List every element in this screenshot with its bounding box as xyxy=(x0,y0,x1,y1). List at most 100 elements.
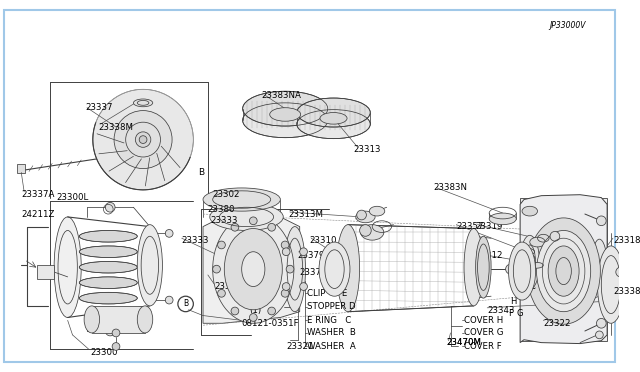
Text: 23302: 23302 xyxy=(212,190,240,199)
Text: (1): (1) xyxy=(250,306,262,315)
Ellipse shape xyxy=(489,213,516,225)
Ellipse shape xyxy=(337,225,360,312)
Ellipse shape xyxy=(297,110,371,139)
Circle shape xyxy=(281,241,289,249)
Ellipse shape xyxy=(515,254,534,262)
Ellipse shape xyxy=(284,227,305,312)
Text: 23333: 23333 xyxy=(182,235,209,245)
Text: 23310: 23310 xyxy=(309,235,337,245)
Ellipse shape xyxy=(527,218,600,324)
Circle shape xyxy=(231,307,239,315)
Text: 23337: 23337 xyxy=(85,103,113,112)
Ellipse shape xyxy=(242,252,265,286)
Circle shape xyxy=(282,283,290,291)
Text: COVER G: COVER G xyxy=(464,328,504,337)
Text: F: F xyxy=(509,309,513,318)
Ellipse shape xyxy=(360,225,384,240)
Text: E: E xyxy=(540,249,545,258)
Text: 23333: 23333 xyxy=(211,216,238,225)
Ellipse shape xyxy=(319,242,350,296)
Text: 23470M: 23470M xyxy=(447,338,482,347)
Text: 23312: 23312 xyxy=(476,251,503,260)
Ellipse shape xyxy=(530,237,545,247)
Text: 23380: 23380 xyxy=(208,205,236,214)
Text: JP33000V: JP33000V xyxy=(549,21,586,30)
Text: CLIP      E: CLIP E xyxy=(307,289,348,298)
Text: B: B xyxy=(198,168,204,177)
Circle shape xyxy=(112,343,120,350)
Text: 24211Z: 24211Z xyxy=(21,209,54,218)
Circle shape xyxy=(596,216,606,226)
Ellipse shape xyxy=(79,246,137,257)
Text: 23338: 23338 xyxy=(613,287,640,296)
Circle shape xyxy=(218,241,225,249)
Circle shape xyxy=(218,289,225,297)
Ellipse shape xyxy=(536,231,591,312)
Text: WASHER  B: WASHER B xyxy=(307,328,356,337)
Ellipse shape xyxy=(297,98,371,127)
Text: WASHER  A: WASHER A xyxy=(307,342,356,351)
Ellipse shape xyxy=(79,292,137,304)
Circle shape xyxy=(300,248,307,256)
Ellipse shape xyxy=(464,228,483,306)
Ellipse shape xyxy=(522,206,538,216)
Text: 23313M: 23313M xyxy=(288,209,323,218)
Circle shape xyxy=(231,224,239,231)
Text: G: G xyxy=(516,309,523,318)
Circle shape xyxy=(250,314,257,321)
Text: 23319: 23319 xyxy=(476,222,503,231)
Ellipse shape xyxy=(79,277,137,288)
Circle shape xyxy=(356,210,366,220)
Ellipse shape xyxy=(137,225,163,306)
Ellipse shape xyxy=(356,211,375,223)
Circle shape xyxy=(268,307,276,315)
Ellipse shape xyxy=(114,110,172,169)
Ellipse shape xyxy=(509,242,536,300)
Text: B: B xyxy=(183,299,188,308)
Text: 23383N: 23383N xyxy=(433,183,467,192)
Ellipse shape xyxy=(93,89,193,190)
Ellipse shape xyxy=(320,112,347,124)
Text: D: D xyxy=(547,261,554,270)
Text: C: C xyxy=(530,282,536,291)
Circle shape xyxy=(550,231,560,241)
Circle shape xyxy=(595,331,604,339)
Text: 23321: 23321 xyxy=(286,342,314,351)
Ellipse shape xyxy=(79,262,137,273)
Ellipse shape xyxy=(591,239,607,291)
Text: H: H xyxy=(511,296,517,305)
Text: 23337A: 23337A xyxy=(21,190,54,199)
Circle shape xyxy=(268,224,276,231)
Polygon shape xyxy=(203,217,300,323)
Text: 23383NA: 23383NA xyxy=(261,91,301,100)
Text: COVER F: COVER F xyxy=(464,342,502,351)
Bar xyxy=(17,164,25,173)
Circle shape xyxy=(140,136,147,144)
Circle shape xyxy=(506,264,515,274)
Text: COVER H: COVER H xyxy=(464,316,503,325)
Text: 23470M: 23470M xyxy=(447,338,482,347)
Ellipse shape xyxy=(520,235,540,289)
Text: 23313: 23313 xyxy=(353,145,380,154)
Text: 23322: 23322 xyxy=(543,319,571,328)
Ellipse shape xyxy=(476,236,491,298)
Text: 23378: 23378 xyxy=(300,267,327,276)
Ellipse shape xyxy=(203,188,280,211)
Circle shape xyxy=(596,318,606,328)
Text: 23318: 23318 xyxy=(613,235,640,245)
Ellipse shape xyxy=(79,231,137,242)
Circle shape xyxy=(165,230,173,237)
Ellipse shape xyxy=(598,246,625,323)
Circle shape xyxy=(212,265,220,273)
Ellipse shape xyxy=(210,203,284,231)
Circle shape xyxy=(286,265,294,273)
Ellipse shape xyxy=(133,99,153,107)
Circle shape xyxy=(300,283,307,291)
Text: 08121-0351F: 08121-0351F xyxy=(242,319,300,328)
Circle shape xyxy=(106,326,115,336)
Text: 23357: 23357 xyxy=(456,222,484,231)
Text: 23300: 23300 xyxy=(90,348,117,357)
Text: 23300A: 23300A xyxy=(214,282,248,291)
Polygon shape xyxy=(520,195,607,344)
Circle shape xyxy=(135,132,151,147)
